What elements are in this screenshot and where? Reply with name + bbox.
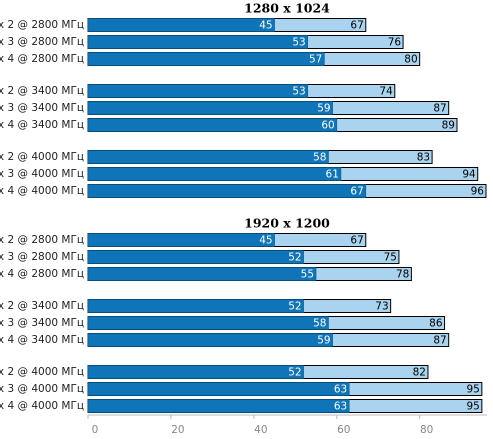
data-label: 75 [384,252,397,264]
data-label: 59 [317,335,330,347]
data-label: 59 [317,103,330,115]
bar [87,35,309,49]
y-tick-label: x 2 @ 2800 МГц [0,19,84,31]
data-label: 61 [326,169,339,181]
y-tick-label: x 2 @ 3400 МГц [0,300,84,312]
data-label: 96 [471,186,485,198]
bar [87,18,275,32]
y-tick-label: x 3 @ 4000 МГц [0,168,84,180]
y-tick-label: x 3 @ 3400 МГц [0,317,84,329]
data-label: 52 [288,252,301,264]
data-label: 94 [462,169,476,181]
x-tick-label: 60 [337,424,350,436]
data-label: 87 [433,335,446,347]
bar [87,233,275,247]
y-tick-label: x 3 @ 3400 МГц [0,102,84,114]
data-label: 87 [433,103,446,115]
bar [87,267,317,281]
data-label: 67 [350,235,363,247]
bar [87,150,329,164]
bar [87,52,325,66]
data-label: 45 [259,20,272,32]
y-tick-label: x 3 @ 2800 МГц [0,36,84,48]
bar [87,316,329,330]
data-label: 55 [301,269,314,281]
data-label: 53 [292,86,305,98]
y-tick-label: x 4 @ 2800 МГц [0,268,84,280]
bar [87,84,309,98]
data-label: 95 [466,384,479,396]
data-label: 67 [350,20,363,32]
data-label: 82 [413,367,426,379]
y-tick-label: x 4 @ 3400 МГц [0,119,84,131]
bar [87,399,350,413]
chart-title: 1280 x 1024 [244,1,330,16]
data-label: 58 [313,152,326,164]
bar [87,250,304,264]
x-tick-label: 40 [254,424,267,436]
y-tick-label: x 2 @ 4000 МГц [0,151,84,163]
data-label: 95 [466,401,479,413]
data-label: 63 [334,401,347,413]
y-tick-label: x 3 @ 2800 МГц [0,251,84,263]
bar [87,118,338,132]
data-label: 80 [404,54,417,66]
data-label: 45 [259,235,272,247]
bar [87,365,304,379]
y-tick-label: x 2 @ 3400 МГц [0,85,84,97]
data-label: 78 [396,269,409,281]
y-tick-label: x 4 @ 4000 МГц [0,400,84,412]
y-tick-label: x 3 @ 4000 МГц [0,383,84,395]
bar [87,299,304,313]
data-label: 60 [321,120,334,132]
y-tick-label: x 4 @ 3400 МГц [0,334,84,346]
data-label: 53 [292,37,305,49]
x-tick-label: 0 [92,424,99,436]
data-label: 67 [350,186,363,198]
y-tick-label: x 2 @ 2800 МГц [0,234,84,246]
data-label: 74 [379,86,393,98]
data-label: 58 [313,318,326,330]
bar [87,101,333,115]
bar [87,333,333,347]
bar [87,382,350,396]
data-label: 76 [388,37,402,49]
x-tick-label: 20 [171,424,184,436]
data-label: 73 [375,301,388,313]
data-label: 63 [334,384,347,396]
data-label: 57 [309,54,322,66]
data-label: 86 [429,318,443,330]
bar [87,184,367,198]
bar [87,167,342,181]
data-label: 52 [288,367,301,379]
x-tick-label: 80 [420,424,433,436]
y-tick-label: x 2 @ 4000 МГц [0,366,84,378]
y-tick-label: x 4 @ 4000 МГц [0,185,84,197]
chart-title: 1920 x 1200 [244,216,330,231]
data-label: 83 [417,152,430,164]
data-label: 52 [288,301,301,313]
y-tick-label: x 4 @ 2800 МГц [0,53,84,65]
data-label: 89 [442,120,455,132]
